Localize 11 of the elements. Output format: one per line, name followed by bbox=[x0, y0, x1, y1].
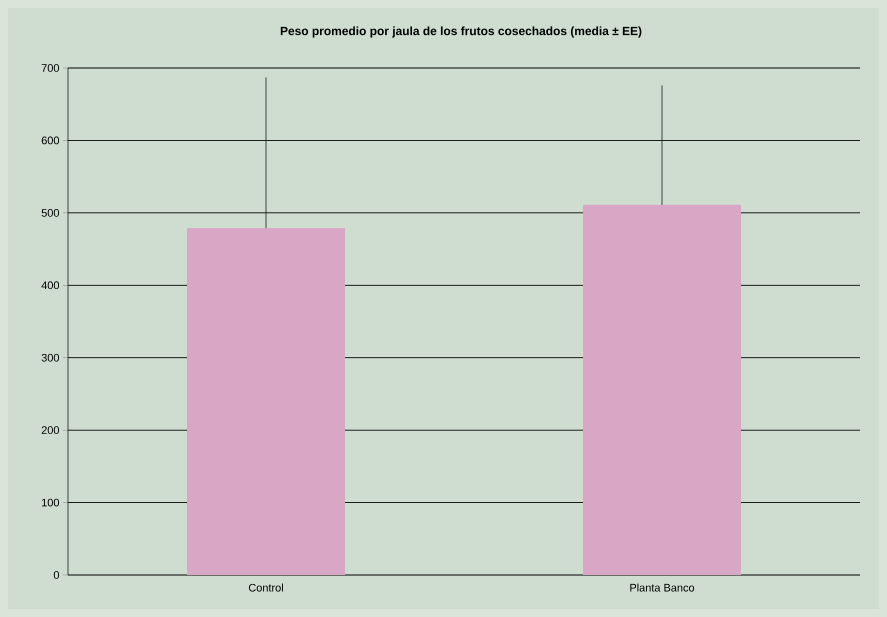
y-tick-label: 700 bbox=[42, 64, 60, 72]
chart-title: Peso promedio por jaula de los frutos cosechados (media ± EE) bbox=[280, 26, 642, 38]
x-tick-label: Control bbox=[248, 584, 283, 592]
y-tick-label: 200 bbox=[42, 426, 60, 434]
y-tick-label: 300 bbox=[42, 354, 60, 362]
x-tick-label: Planta Banco bbox=[630, 584, 694, 592]
y-tick-label: 500 bbox=[42, 208, 60, 217]
y-tick-label: 600 bbox=[42, 136, 60, 144]
y-tick-label: 400 bbox=[41, 281, 60, 290]
y-tick-label: 100 bbox=[42, 498, 60, 506]
y-tick-label: 0 bbox=[54, 571, 60, 579]
